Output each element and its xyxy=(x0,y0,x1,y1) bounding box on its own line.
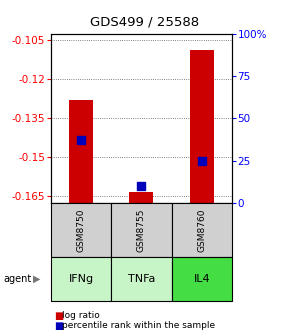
Text: GDS499 / 25588: GDS499 / 25588 xyxy=(90,15,200,28)
Text: IFNg: IFNg xyxy=(68,274,93,284)
Bar xyxy=(190,50,214,203)
Text: log ratio: log ratio xyxy=(62,311,100,320)
Text: ▶: ▶ xyxy=(32,274,40,284)
Point xyxy=(200,158,204,164)
Bar xyxy=(69,100,93,203)
Text: agent: agent xyxy=(3,274,31,284)
Text: GSM8760: GSM8760 xyxy=(197,208,206,252)
Bar xyxy=(129,192,153,203)
Text: GSM8750: GSM8750 xyxy=(77,208,86,252)
Text: IL4: IL4 xyxy=(193,274,210,284)
Point xyxy=(139,183,144,189)
Text: GSM8755: GSM8755 xyxy=(137,208,146,252)
Point xyxy=(79,138,83,143)
Text: ■: ■ xyxy=(54,311,63,321)
Text: ■: ■ xyxy=(54,321,63,331)
Text: TNFa: TNFa xyxy=(128,274,155,284)
Text: percentile rank within the sample: percentile rank within the sample xyxy=(62,322,215,330)
